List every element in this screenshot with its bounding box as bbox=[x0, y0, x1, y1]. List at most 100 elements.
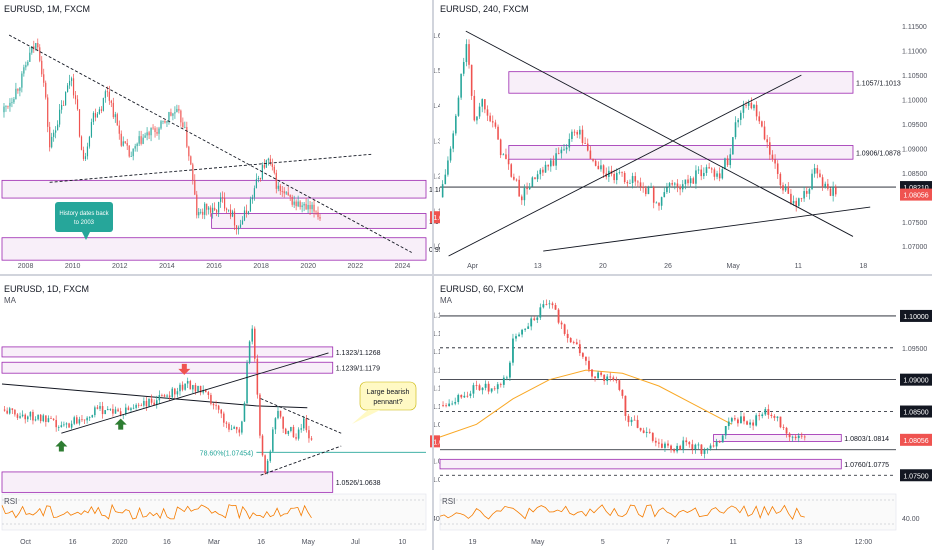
candle[interactable] bbox=[152, 127, 154, 129]
candle[interactable] bbox=[68, 80, 71, 86]
candle[interactable] bbox=[724, 158, 726, 170]
candle[interactable] bbox=[795, 200, 797, 206]
candle[interactable] bbox=[104, 410, 106, 415]
candle[interactable] bbox=[600, 165, 602, 170]
candle[interactable] bbox=[708, 167, 710, 169]
candle[interactable] bbox=[447, 160, 449, 175]
candle[interactable] bbox=[204, 389, 207, 393]
candle[interactable] bbox=[60, 425, 63, 428]
candle[interactable] bbox=[634, 176, 637, 182]
candle[interactable] bbox=[153, 402, 155, 405]
candle[interactable] bbox=[484, 99, 486, 110]
candle[interactable] bbox=[300, 428, 302, 430]
candle[interactable] bbox=[572, 342, 575, 343]
candle[interactable] bbox=[216, 210, 218, 213]
candle[interactable] bbox=[478, 385, 481, 391]
candle[interactable] bbox=[486, 109, 489, 116]
candle[interactable] bbox=[588, 360, 590, 370]
trendline[interactable] bbox=[448, 74, 802, 257]
candle[interactable] bbox=[104, 91, 106, 98]
candle[interactable] bbox=[292, 426, 295, 438]
candle[interactable] bbox=[473, 95, 476, 121]
candle[interactable] bbox=[25, 65, 27, 68]
candle[interactable] bbox=[552, 160, 555, 166]
candle[interactable] bbox=[609, 376, 612, 378]
candle[interactable] bbox=[146, 132, 148, 136]
candle[interactable] bbox=[92, 113, 95, 123]
candle[interactable] bbox=[238, 429, 241, 433]
candle[interactable] bbox=[148, 132, 150, 136]
candle[interactable] bbox=[444, 174, 447, 185]
candle[interactable] bbox=[78, 419, 81, 424]
candle[interactable] bbox=[279, 185, 281, 192]
candle[interactable] bbox=[204, 203, 206, 215]
candle[interactable] bbox=[63, 105, 65, 106]
candle[interactable] bbox=[269, 158, 271, 164]
candle[interactable] bbox=[142, 137, 144, 144]
candle[interactable] bbox=[657, 442, 660, 444]
candle[interactable] bbox=[691, 444, 694, 450]
candle[interactable] bbox=[47, 97, 49, 127]
candle[interactable] bbox=[162, 120, 164, 122]
candle[interactable] bbox=[792, 200, 795, 204]
candle[interactable] bbox=[208, 207, 210, 210]
candle[interactable] bbox=[742, 105, 745, 113]
candle[interactable] bbox=[301, 205, 303, 208]
candle[interactable] bbox=[156, 132, 158, 134]
candle[interactable] bbox=[96, 113, 98, 118]
candle[interactable] bbox=[700, 444, 703, 454]
indicator-label[interactable]: MA bbox=[440, 296, 452, 305]
candle[interactable] bbox=[505, 377, 508, 379]
candle[interactable] bbox=[568, 138, 571, 148]
candle[interactable] bbox=[578, 344, 581, 354]
candle[interactable] bbox=[785, 427, 788, 434]
candle[interactable] bbox=[734, 122, 737, 138]
candle[interactable] bbox=[687, 179, 689, 184]
level-price-tag[interactable] bbox=[900, 405, 932, 418]
candle[interactable] bbox=[685, 440, 688, 443]
candle[interactable] bbox=[199, 385, 202, 393]
candle[interactable] bbox=[569, 338, 572, 343]
candle[interactable] bbox=[122, 141, 124, 146]
candle[interactable] bbox=[758, 116, 761, 122]
candle[interactable] bbox=[555, 153, 557, 166]
candle[interactable] bbox=[727, 421, 730, 427]
candle[interactable] bbox=[597, 165, 600, 170]
candle[interactable] bbox=[74, 95, 77, 100]
candle[interactable] bbox=[531, 177, 534, 187]
candle[interactable] bbox=[729, 154, 732, 166]
candle[interactable] bbox=[241, 220, 244, 225]
candle[interactable] bbox=[70, 423, 73, 428]
candle[interactable] bbox=[527, 326, 530, 329]
candle[interactable] bbox=[753, 104, 755, 109]
candle[interactable] bbox=[521, 329, 523, 335]
candle[interactable] bbox=[784, 186, 787, 191]
candle[interactable] bbox=[703, 172, 705, 177]
candle[interactable] bbox=[41, 60, 43, 75]
candle[interactable] bbox=[15, 88, 17, 100]
candle[interactable] bbox=[743, 416, 745, 422]
candle[interactable] bbox=[303, 203, 305, 206]
candle[interactable] bbox=[478, 106, 481, 117]
candle[interactable] bbox=[132, 148, 134, 157]
candle[interactable] bbox=[271, 163, 273, 167]
arrow-up-icon[interactable] bbox=[55, 440, 68, 452]
candle[interactable] bbox=[5, 105, 7, 107]
candle[interactable] bbox=[573, 131, 576, 133]
candle[interactable] bbox=[497, 126, 499, 140]
candle[interactable] bbox=[86, 417, 88, 421]
candle[interactable] bbox=[253, 188, 256, 198]
candle[interactable] bbox=[229, 209, 232, 217]
candle[interactable] bbox=[259, 394, 261, 436]
candle[interactable] bbox=[597, 372, 599, 379]
candle[interactable] bbox=[241, 421, 243, 433]
candle[interactable] bbox=[3, 409, 6, 411]
candle[interactable] bbox=[670, 445, 672, 450]
candle[interactable] bbox=[494, 122, 497, 127]
candle[interactable] bbox=[637, 181, 639, 183]
candle[interactable] bbox=[679, 186, 681, 190]
candle[interactable] bbox=[6, 410, 8, 414]
candle[interactable] bbox=[16, 414, 19, 418]
candle[interactable] bbox=[269, 451, 272, 461]
